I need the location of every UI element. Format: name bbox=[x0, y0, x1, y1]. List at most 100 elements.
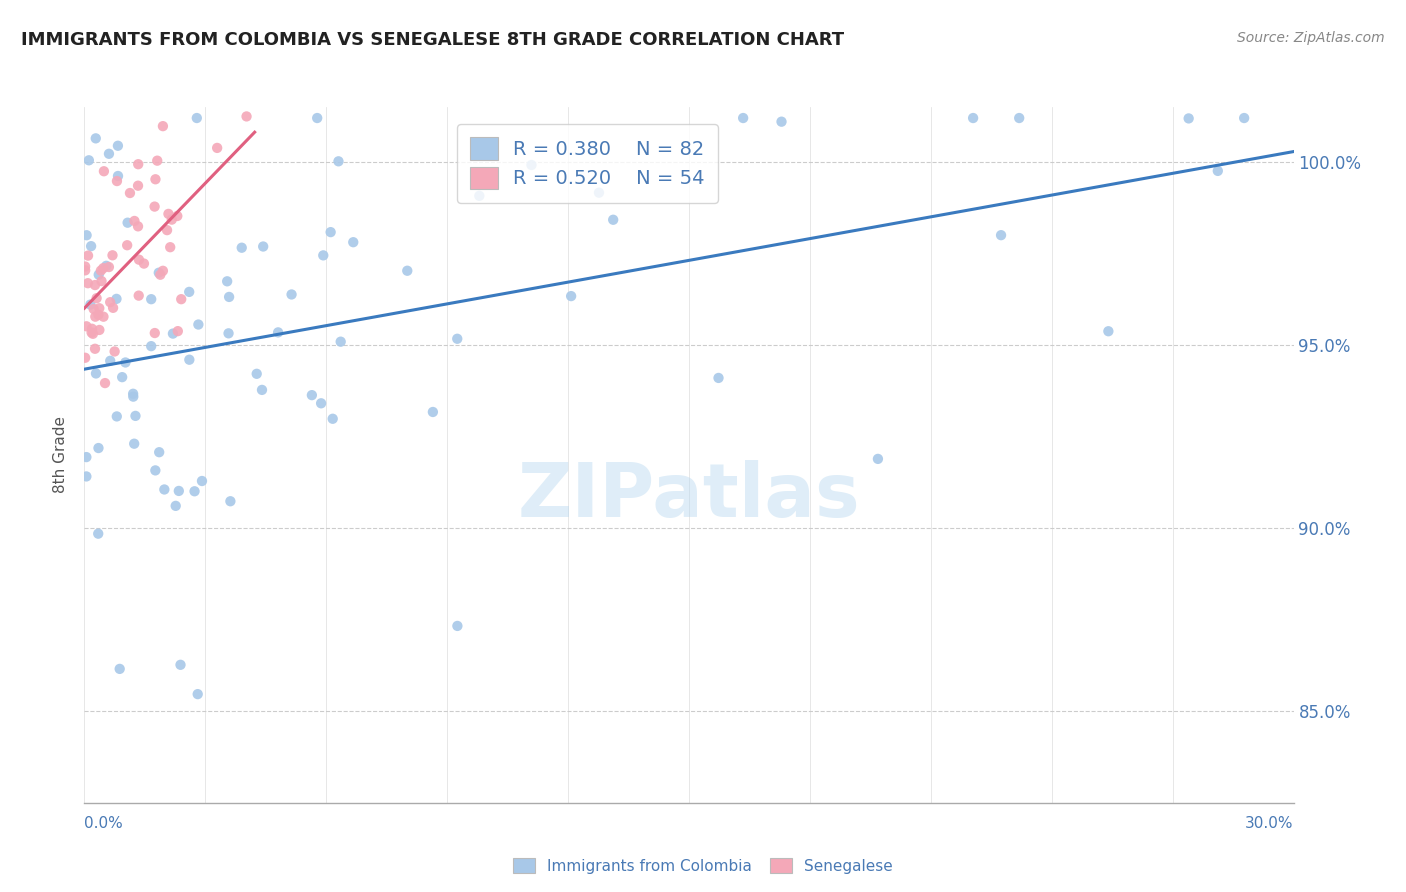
Point bbox=[114, 355, 136, 369]
Point bbox=[246, 367, 269, 381]
Text: 30.0%: 30.0% bbox=[1246, 815, 1294, 830]
Point bbox=[218, 326, 240, 341]
Point bbox=[143, 463, 166, 477]
Point bbox=[252, 239, 274, 253]
Point bbox=[105, 409, 128, 424]
Point bbox=[157, 207, 180, 221]
Point bbox=[96, 259, 118, 273]
Point bbox=[520, 158, 543, 172]
Point bbox=[329, 334, 352, 349]
Point bbox=[560, 289, 582, 303]
Point bbox=[588, 186, 610, 200]
Point bbox=[962, 111, 984, 125]
Legend: R = 0.380    N = 82, R = 0.520    N = 54: R = 0.380 N = 82, R = 0.520 N = 54 bbox=[457, 124, 718, 202]
Point bbox=[107, 169, 129, 183]
Point bbox=[101, 301, 124, 315]
Text: Source: ZipAtlas.com: Source: ZipAtlas.com bbox=[1237, 31, 1385, 45]
Point bbox=[446, 619, 468, 633]
Point bbox=[990, 228, 1012, 243]
Point bbox=[91, 261, 114, 276]
Point bbox=[108, 662, 131, 676]
Point bbox=[76, 228, 98, 243]
Point bbox=[87, 441, 110, 455]
Point bbox=[118, 186, 141, 200]
Point bbox=[105, 292, 128, 306]
Point bbox=[231, 241, 253, 255]
Point bbox=[167, 483, 190, 498]
Point bbox=[122, 390, 145, 404]
Point bbox=[1206, 164, 1229, 178]
Point bbox=[84, 367, 107, 381]
Point bbox=[187, 687, 209, 701]
Point bbox=[75, 319, 97, 334]
Point bbox=[77, 249, 100, 263]
Point bbox=[141, 292, 163, 306]
Point bbox=[322, 411, 344, 425]
Text: 0.0%: 0.0% bbox=[84, 815, 124, 830]
Point bbox=[1233, 111, 1256, 125]
Text: IMMIGRANTS FROM COLOMBIA VS SENEGALESE 8TH GRADE CORRELATION CHART: IMMIGRANTS FROM COLOMBIA VS SENEGALESE 8… bbox=[21, 31, 844, 49]
Point bbox=[146, 153, 169, 168]
Text: ZIPatlas: ZIPatlas bbox=[517, 460, 860, 533]
Point bbox=[122, 436, 145, 450]
Point bbox=[250, 383, 273, 397]
Point bbox=[1177, 112, 1199, 126]
Point bbox=[115, 238, 138, 252]
Point bbox=[396, 264, 419, 278]
Point bbox=[75, 351, 97, 365]
Point bbox=[83, 301, 105, 316]
Point bbox=[217, 274, 239, 288]
Point bbox=[79, 297, 101, 311]
Point bbox=[191, 474, 214, 488]
Point bbox=[160, 212, 183, 227]
Point bbox=[866, 451, 889, 466]
Point bbox=[84, 342, 107, 356]
Point bbox=[101, 248, 124, 262]
Point bbox=[267, 326, 290, 340]
Point bbox=[111, 370, 134, 384]
Point bbox=[707, 371, 730, 385]
Point bbox=[187, 318, 209, 332]
Point bbox=[90, 263, 112, 277]
Point bbox=[94, 376, 117, 390]
Point bbox=[76, 276, 98, 290]
Point bbox=[280, 287, 302, 301]
Point bbox=[166, 209, 188, 223]
Point bbox=[186, 111, 208, 125]
Point bbox=[422, 405, 444, 419]
Point bbox=[82, 326, 104, 341]
Point bbox=[89, 323, 111, 337]
Point bbox=[87, 268, 110, 282]
Point bbox=[153, 483, 176, 497]
Point bbox=[235, 110, 257, 124]
Point bbox=[170, 292, 193, 306]
Point bbox=[80, 239, 103, 253]
Point bbox=[124, 409, 146, 423]
Point bbox=[602, 212, 624, 227]
Point bbox=[98, 354, 121, 368]
Point bbox=[87, 308, 110, 322]
Point bbox=[97, 260, 120, 274]
Point bbox=[77, 153, 100, 168]
Point bbox=[86, 291, 108, 305]
Point bbox=[149, 268, 172, 282]
Point bbox=[90, 274, 112, 288]
Point bbox=[205, 141, 228, 155]
Point bbox=[309, 396, 332, 410]
Point bbox=[218, 290, 240, 304]
Point bbox=[75, 263, 97, 277]
Point bbox=[93, 164, 115, 178]
Point bbox=[1097, 324, 1119, 338]
Point bbox=[84, 278, 107, 293]
Y-axis label: 8th Grade: 8th Grade bbox=[53, 417, 69, 493]
Point bbox=[319, 225, 342, 239]
Point bbox=[84, 310, 107, 324]
Point bbox=[132, 257, 155, 271]
Point bbox=[117, 216, 139, 230]
Point bbox=[98, 295, 121, 310]
Point bbox=[75, 450, 97, 464]
Point bbox=[105, 174, 128, 188]
Point bbox=[162, 326, 184, 341]
Point bbox=[733, 111, 755, 125]
Point bbox=[87, 526, 110, 541]
